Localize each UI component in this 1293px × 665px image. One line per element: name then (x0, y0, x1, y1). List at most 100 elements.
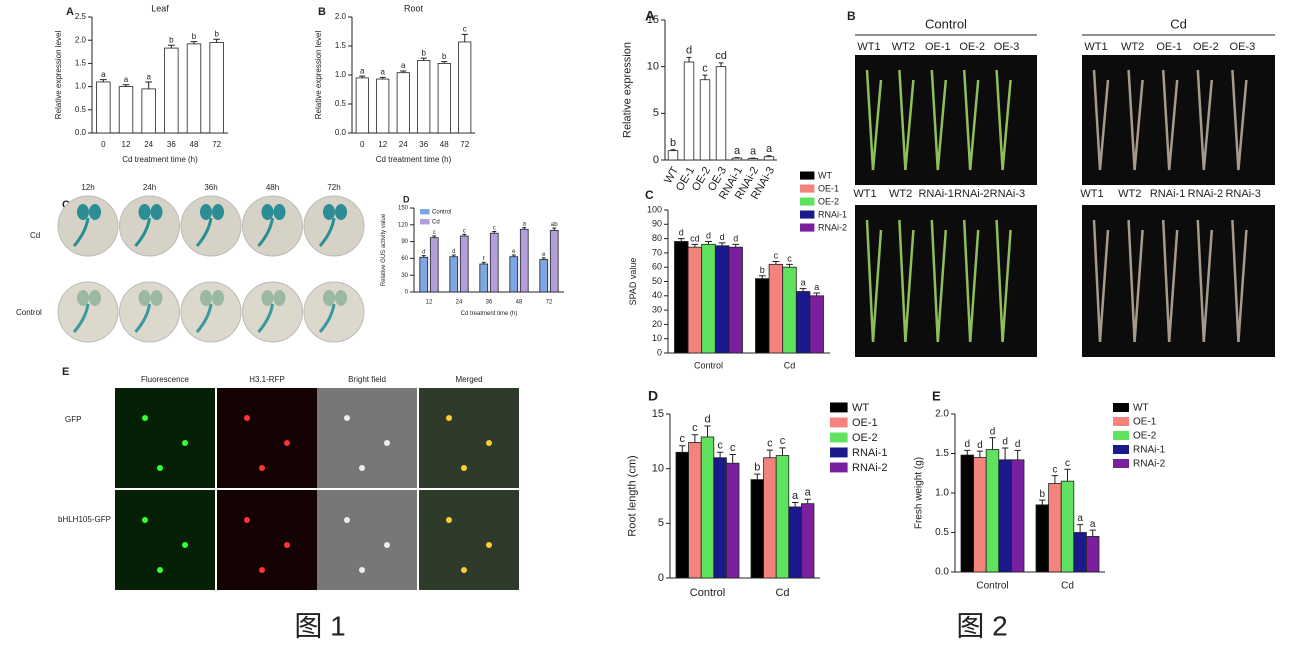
x-tick-label: Control (690, 587, 725, 599)
bar (1011, 459, 1025, 573)
significance-letter: a (360, 66, 365, 75)
figure-caption: 图 2 (956, 610, 1007, 641)
chart-title: Root (404, 3, 424, 13)
error-bar (754, 473, 761, 480)
plant (865, 219, 883, 343)
genotype-label: RNAi-3 (990, 188, 1025, 200)
nucleus (142, 517, 148, 523)
error-bar (799, 288, 807, 292)
genotype-label: RNAi-3 (1225, 188, 1260, 200)
error-bar (779, 447, 786, 456)
error-bar (691, 434, 699, 443)
error-bar (99, 79, 107, 82)
bar (801, 503, 815, 579)
error-bar (718, 62, 724, 67)
seedling (134, 303, 151, 333)
nucleus (359, 465, 365, 471)
error-bar (421, 255, 426, 258)
bar (509, 256, 519, 293)
bar (768, 263, 784, 354)
y-axis-label: SPAD value (628, 258, 638, 306)
y-tick-label: 1.0 (335, 70, 347, 79)
plant (962, 219, 980, 343)
bar (960, 454, 975, 573)
significance-letter: a (146, 72, 151, 81)
bar (459, 235, 469, 293)
legend-swatch (830, 417, 848, 428)
significance-letter: b (760, 265, 765, 275)
significance-letter: cd (690, 233, 700, 243)
y-tick-label: 15 (647, 14, 659, 26)
significance-letter: b (192, 32, 197, 41)
plant-photo (855, 205, 1037, 357)
y-tick-label: 0.0 (75, 128, 87, 137)
significance-letter: b (670, 137, 676, 149)
error-bar (766, 449, 774, 458)
bar (726, 462, 740, 579)
legend-label: OE-1 (1133, 417, 1157, 428)
bar (437, 63, 451, 134)
error-bar (766, 155, 772, 157)
error-bar (705, 240, 712, 245)
cotyledon (89, 290, 101, 306)
panel-letter: E (62, 366, 69, 378)
cotyledon (150, 290, 163, 306)
genotype-label: WT1 (1084, 41, 1107, 53)
bar (209, 42, 224, 134)
plant (898, 69, 915, 171)
bar (118, 86, 134, 134)
error-bar (359, 75, 366, 78)
error-bar (190, 41, 198, 44)
cotyledon (261, 290, 274, 306)
error-bar (379, 76, 386, 80)
x-tick-label: 12 (122, 140, 131, 149)
plant (1092, 69, 1110, 171)
x-tick-label: 36 (419, 140, 428, 149)
x-axis-label: Cd treatment time (h) (461, 311, 518, 317)
seedling (257, 217, 274, 247)
plate-photo (119, 281, 180, 343)
significance-letter: d (704, 413, 710, 425)
y-tick-label: 2.0 (75, 35, 87, 44)
error-bar (691, 243, 699, 248)
significance-letter: c (730, 442, 736, 454)
error-bar (702, 74, 708, 80)
bar (376, 78, 390, 134)
genotype-label: OE-1 (1156, 41, 1182, 53)
bar (419, 256, 429, 293)
micrograph (115, 388, 215, 488)
significance-letter: a (124, 75, 129, 84)
error-bar (492, 231, 497, 234)
x-tick-label: 72 (546, 300, 553, 306)
error-bar (541, 257, 546, 260)
x-tick-label: Cd (784, 360, 796, 370)
y-axis-label: Relative expression level (54, 31, 63, 120)
bar (731, 157, 743, 161)
genotype-label: OE-2 (959, 41, 985, 53)
y-tick-label: 1.5 (75, 59, 87, 68)
bar (186, 43, 202, 134)
y-axis-label: Fresh weight (g) (914, 457, 925, 529)
nucleus (284, 542, 290, 548)
genotype-label: WT2 (1121, 41, 1144, 53)
bar (458, 41, 472, 134)
significance-letter: e (542, 252, 546, 258)
bar (715, 66, 727, 161)
bar (687, 246, 703, 354)
bar (782, 266, 797, 354)
legend-label: OE-2 (818, 196, 839, 206)
y-tick-label: 40 (652, 290, 662, 300)
y-tick-label: 90 (401, 239, 408, 245)
genotype-label: OE-3 (1230, 41, 1256, 53)
significance-letter: c (493, 225, 496, 231)
significance-letter: c (680, 433, 686, 445)
plant (1161, 69, 1179, 171)
plant (930, 69, 948, 171)
y-tick-label: 30 (652, 304, 662, 314)
error-bar (441, 61, 448, 64)
time-label: 72h (327, 183, 340, 192)
plate-photo (57, 195, 119, 257)
bar (549, 229, 559, 293)
plant (930, 219, 948, 343)
y-tick-label: 10 (652, 463, 664, 475)
